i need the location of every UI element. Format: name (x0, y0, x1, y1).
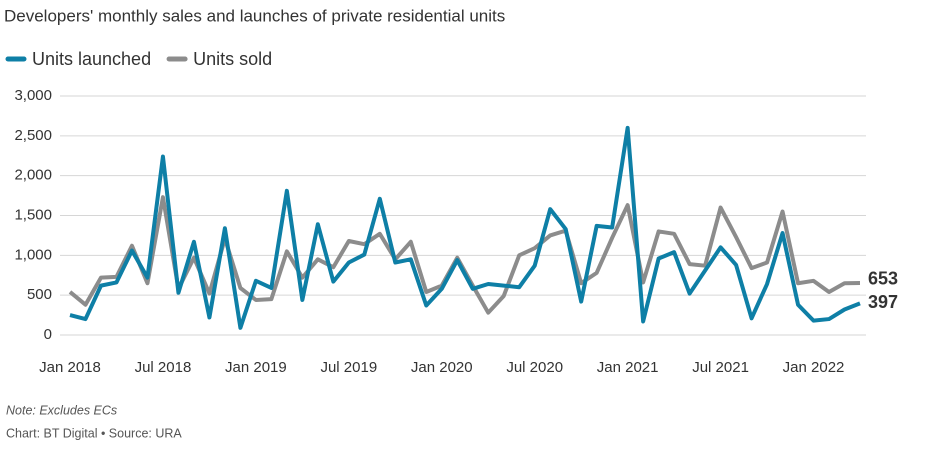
x-tick-label: Jul 2019 (320, 359, 377, 376)
x-tick-label: Jan 2019 (225, 359, 287, 376)
x-tick-label: Jan 2022 (783, 359, 845, 376)
x-tick-label: Jul 2021 (692, 359, 749, 376)
x-tick-label: Jan 2018 (39, 359, 101, 376)
y-tick-label: 1,000 (14, 246, 52, 263)
x-tick-label: Jul 2020 (506, 359, 563, 376)
line-series (69, 125, 861, 330)
y-tick-label: 2,000 (14, 167, 52, 184)
legend-label: Units sold (193, 49, 272, 69)
y-tick-label: 3,000 (14, 87, 52, 104)
end-label: 653 (868, 269, 898, 289)
note: Note: Excludes ECs (6, 403, 117, 417)
x-tick-label: Jul 2018 (135, 359, 192, 376)
y-tick-label: 0 (44, 326, 52, 343)
legend-label: Units launched (32, 49, 151, 69)
end-label: 397 (868, 292, 898, 312)
y-tick-label: 1,500 (14, 206, 52, 223)
y-tick-label: 500 (27, 286, 52, 303)
y-tick-label: 2,500 (14, 127, 52, 144)
x-tick-label: Jan 2020 (411, 359, 473, 376)
chart-title: Developers' monthly sales and launches o… (4, 6, 505, 25)
x-tick-label: Jan 2021 (597, 359, 659, 376)
source: Chart: BT Digital • Source: URA (6, 426, 182, 440)
